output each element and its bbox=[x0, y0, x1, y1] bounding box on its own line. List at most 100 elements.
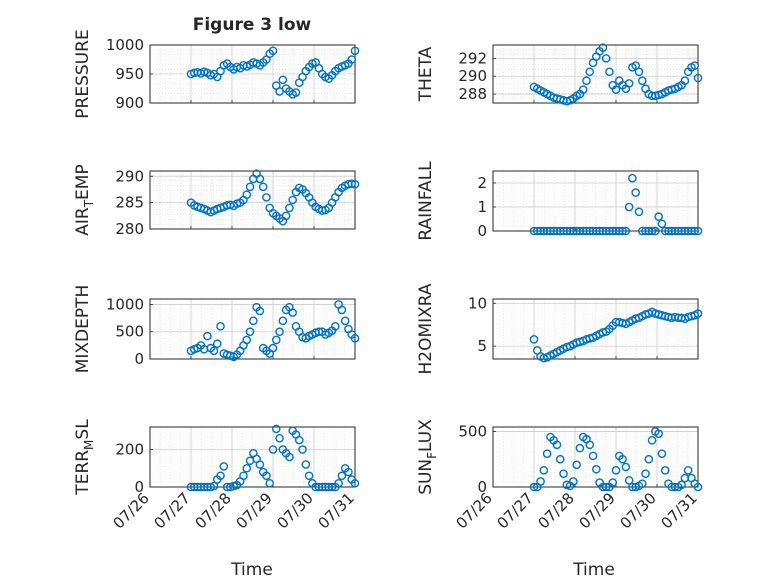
data-point bbox=[291, 88, 301, 97]
data-point bbox=[216, 471, 225, 481]
data-point bbox=[611, 85, 621, 94]
y-axis-label: SUNFLUX bbox=[416, 419, 439, 495]
y-tick-label: 500 bbox=[458, 422, 487, 440]
data-point bbox=[657, 449, 667, 458]
axes-box bbox=[149, 170, 356, 230]
figure-title: Figure 3 low bbox=[193, 15, 312, 35]
subplot-grid: 1000950900PRESSURE290285280AIRTEMP100050… bbox=[73, 29, 703, 532]
y-tick-label: 1000 bbox=[106, 36, 144, 54]
x-tick-label: 07/27 bbox=[151, 489, 194, 532]
data-point bbox=[651, 226, 660, 236]
y-tick-label: 5 bbox=[477, 337, 487, 355]
x-tick-label: 07/31 bbox=[658, 489, 701, 532]
data-point bbox=[683, 466, 693, 475]
y-tick-label: 0 bbox=[477, 222, 487, 240]
data-point bbox=[285, 203, 294, 213]
data-point bbox=[611, 466, 621, 475]
data-point bbox=[255, 306, 265, 316]
data-point bbox=[334, 478, 343, 488]
data-point bbox=[575, 443, 585, 453]
y-axis-label: RAINFALL bbox=[416, 161, 436, 241]
data-point bbox=[216, 321, 225, 331]
data-point bbox=[618, 454, 627, 464]
x-tick-label: 07/28 bbox=[535, 489, 578, 532]
data-point bbox=[301, 460, 311, 469]
data-point bbox=[281, 211, 291, 221]
data-point bbox=[239, 471, 248, 481]
data-point bbox=[624, 79, 634, 88]
data-point bbox=[542, 449, 552, 458]
data-point bbox=[327, 482, 337, 492]
data-point bbox=[680, 76, 690, 85]
y-tick-label: 950 bbox=[115, 65, 144, 83]
data-point bbox=[637, 479, 647, 488]
y-axis-label: MIXDEPTH bbox=[73, 285, 93, 374]
data-point bbox=[347, 179, 357, 188]
data-point bbox=[693, 73, 703, 83]
data-point bbox=[693, 309, 703, 318]
panel-sun-flux: 500 0 SUNFLUX 07/2607/2707/2807/2907/3007/3… bbox=[416, 419, 703, 532]
panel-pressure: 1000 950 900 PRESSURE bbox=[73, 29, 360, 119]
data-point bbox=[298, 445, 307, 454]
data-point bbox=[350, 46, 360, 56]
y-tick-label: 10 bbox=[468, 294, 487, 312]
data-point bbox=[288, 308, 297, 317]
data-point bbox=[621, 462, 631, 472]
left-xlabel: Time bbox=[230, 560, 273, 580]
data-point bbox=[350, 179, 360, 189]
data-point bbox=[209, 481, 219, 491]
data-point bbox=[677, 480, 686, 490]
data-point bbox=[555, 454, 565, 464]
data-point bbox=[539, 466, 549, 475]
data-point bbox=[242, 190, 252, 200]
axes-box bbox=[149, 426, 356, 488]
x-tick-label: 07/26 bbox=[110, 489, 153, 532]
data-point bbox=[258, 182, 268, 192]
data-point bbox=[690, 61, 700, 70]
data-point bbox=[331, 321, 340, 331]
data-point bbox=[598, 43, 608, 52]
y-tick-label: 500 bbox=[115, 323, 144, 341]
x-tick-label: 07/26 bbox=[453, 489, 496, 532]
data-point bbox=[634, 207, 644, 217]
data-point bbox=[608, 478, 618, 487]
data-point bbox=[337, 471, 347, 481]
data-point bbox=[294, 435, 304, 445]
y-axis-label: TERRMSL bbox=[73, 419, 96, 496]
data-point bbox=[288, 195, 297, 205]
data-point bbox=[268, 46, 278, 56]
x-tick-label: 07/31 bbox=[315, 489, 358, 532]
data-point bbox=[304, 471, 314, 481]
axes-box bbox=[149, 44, 356, 104]
axes-box bbox=[492, 298, 699, 360]
data-point bbox=[690, 226, 700, 236]
data-point bbox=[693, 482, 703, 492]
data-point bbox=[245, 182, 255, 192]
panel-terr-msl: 200 0 TERRMSL 07/2607/2707/2807/2907/3007/3… bbox=[73, 419, 360, 532]
data-point bbox=[592, 464, 601, 474]
y-tick-label: 0 bbox=[477, 478, 487, 496]
data-point bbox=[275, 327, 284, 337]
data-point bbox=[585, 440, 595, 450]
y-tick-label: 2 bbox=[477, 174, 487, 192]
data-point bbox=[268, 445, 278, 454]
data-point bbox=[271, 335, 281, 345]
data-point bbox=[255, 460, 265, 469]
data-point bbox=[350, 478, 360, 488]
y-tick-label: 0 bbox=[134, 478, 144, 496]
data-point bbox=[536, 477, 545, 486]
data-point bbox=[249, 316, 258, 326]
data-point bbox=[578, 85, 588, 94]
data-point bbox=[644, 454, 654, 464]
panel-mixdepth: 1000 500 0 MIXDEPTH bbox=[73, 285, 360, 374]
y-axis-label: PRESSURE bbox=[73, 29, 93, 118]
data-point bbox=[347, 55, 357, 64]
data-point bbox=[265, 478, 275, 488]
right-xlabel: Time bbox=[572, 560, 615, 580]
x-tick-label: 07/29 bbox=[576, 489, 619, 532]
data-point bbox=[654, 212, 663, 221]
y-axis-label: H2OMIXRA bbox=[416, 283, 436, 374]
data-point bbox=[337, 305, 347, 315]
x-tick-label: 07/30 bbox=[274, 489, 317, 532]
